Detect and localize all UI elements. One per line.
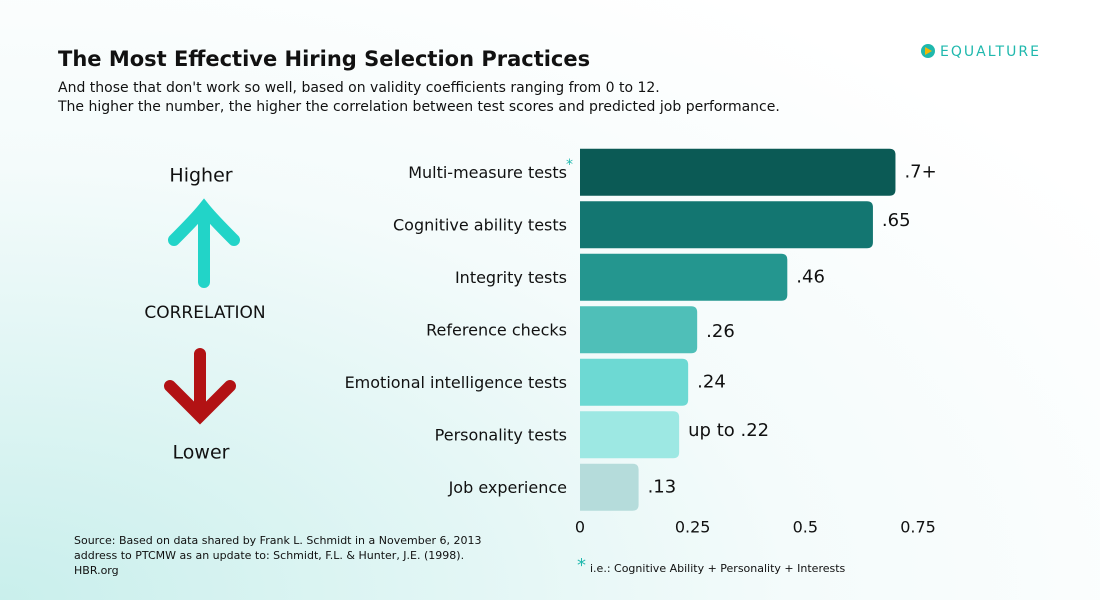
y-tick-label: Integrity tests <box>455 268 567 287</box>
value-label: .26 <box>706 321 735 342</box>
value-label: .46 <box>796 266 825 287</box>
y-tick-label: Emotional intelligence tests <box>345 373 567 392</box>
bar <box>580 201 873 249</box>
footnote-marker: * <box>577 555 586 576</box>
scale-label: Higher <box>169 165 232 187</box>
subtitle: And those that don't work so well, based… <box>58 80 660 96</box>
logo-icon <box>925 47 932 55</box>
value-label: .13 <box>648 476 677 497</box>
source: address to PTCMW as an update to: Schmid… <box>74 549 464 562</box>
up-arrow <box>168 198 240 288</box>
value-label: .24 <box>697 371 726 392</box>
y-tick-label: Cognitive ability tests <box>393 215 567 234</box>
x-tick-label: 0.25 <box>675 518 711 537</box>
down-arrow <box>164 348 236 425</box>
bar <box>580 411 680 459</box>
source: HBR.org <box>74 564 119 577</box>
value-label: up to .22 <box>688 420 769 441</box>
y-tick-label: Personality tests <box>435 425 567 444</box>
bar <box>580 148 896 196</box>
x-tick-label: 0 <box>575 518 585 537</box>
scale-label: Lower <box>173 442 230 464</box>
source: Source: Based on data shared by Frank L.… <box>74 534 481 547</box>
footnote-marker: * <box>566 157 573 173</box>
value-label: .65 <box>882 210 911 231</box>
subtitle: The higher the number, the higher the co… <box>57 99 780 115</box>
scale-label: CORRELATION <box>144 303 265 323</box>
chart-title: The Most Effective Hiring Selection Prac… <box>58 47 590 71</box>
bar <box>580 306 698 354</box>
y-tick-label: Reference checks <box>426 320 567 339</box>
brand: EQUALTURE <box>940 44 1041 60</box>
y-tick-label: Job experience <box>448 478 567 497</box>
bar <box>580 463 639 511</box>
bar <box>580 253 788 301</box>
footnote: i.e.: Cognitive Ability + Personality + … <box>590 562 846 575</box>
y-tick-label: Multi-measure tests <box>408 163 567 182</box>
bar <box>580 358 689 406</box>
value-label: .7+ <box>904 161 936 182</box>
x-tick-label: 0.5 <box>793 518 818 537</box>
x-tick-label: 0.75 <box>900 518 936 537</box>
